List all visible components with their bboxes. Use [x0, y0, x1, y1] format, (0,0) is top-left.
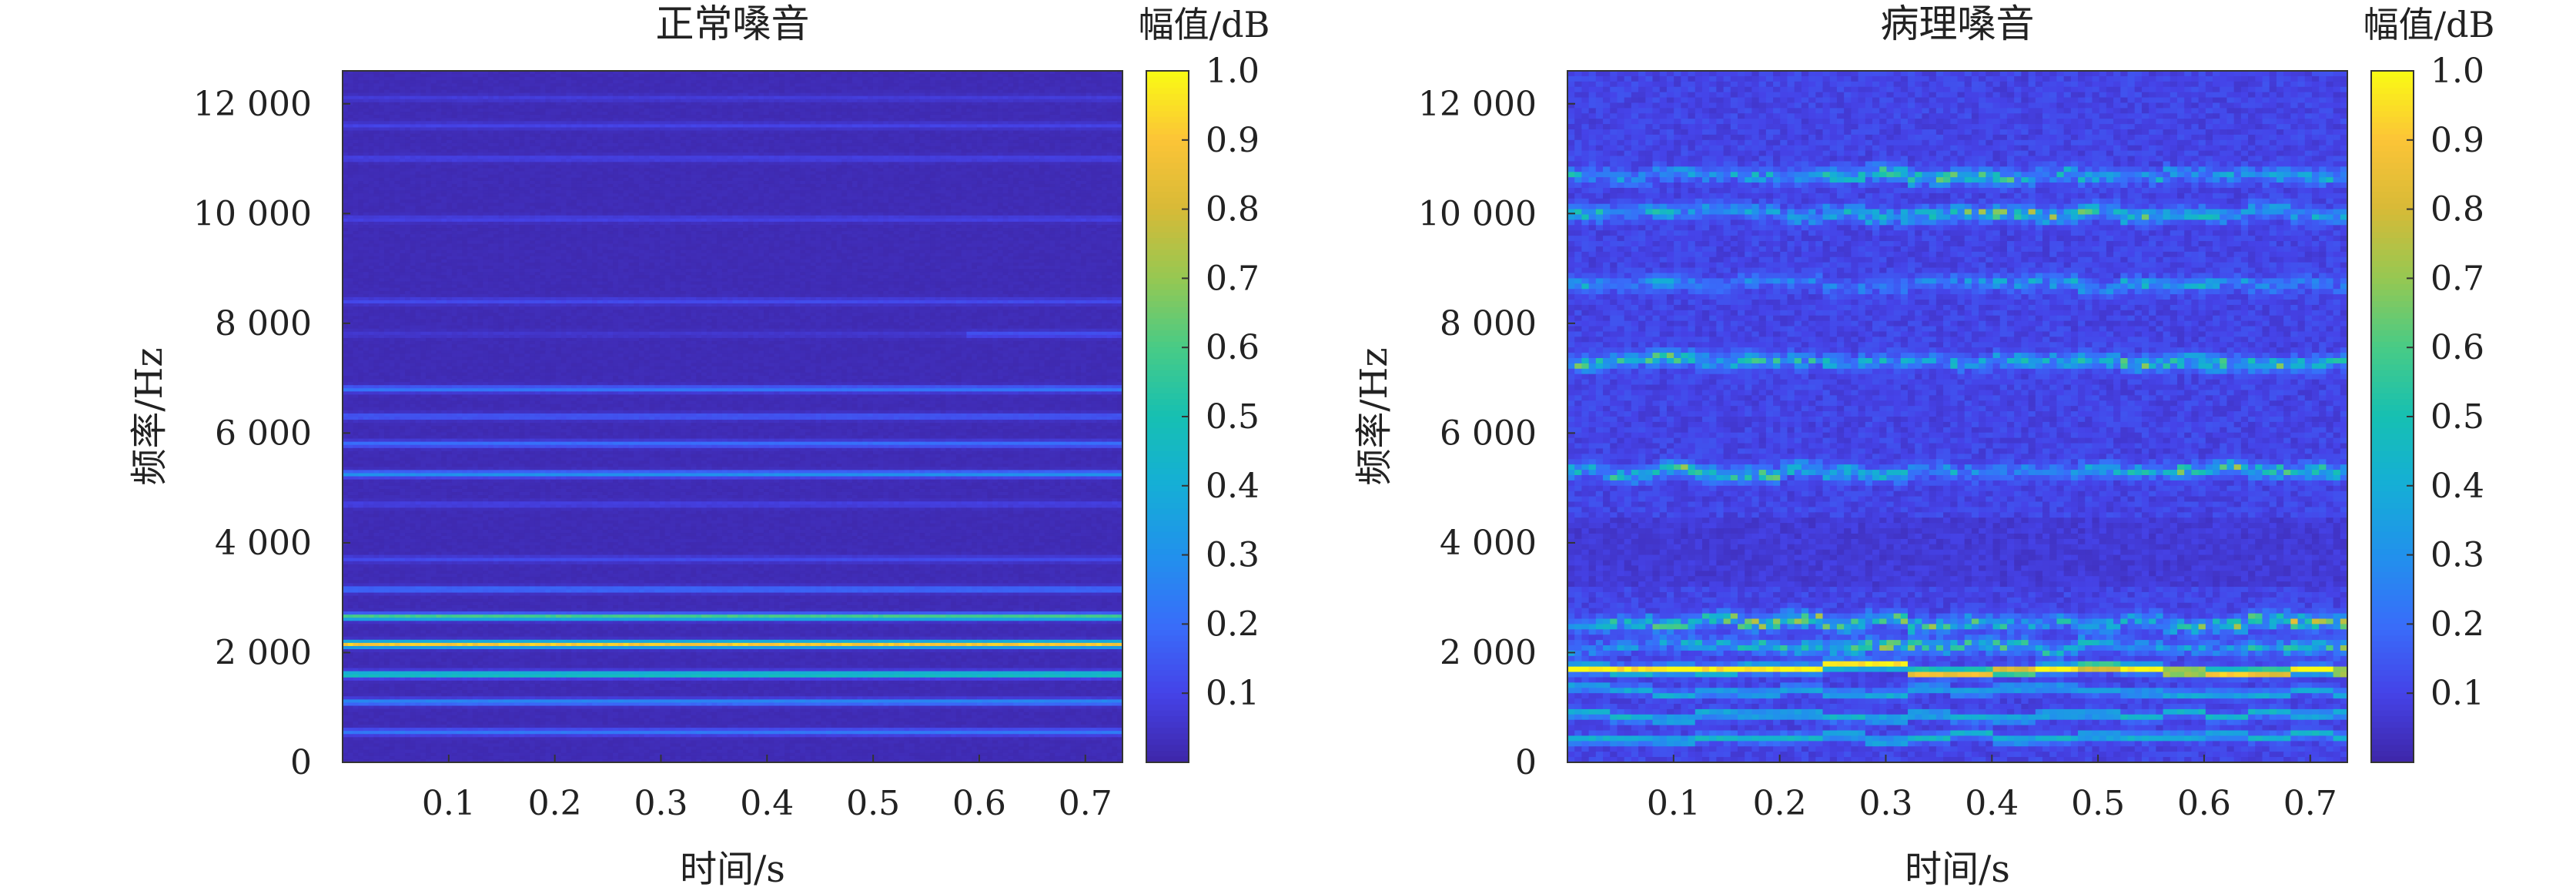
x-tick-label: 0.4	[1965, 784, 2019, 823]
y-tick-label: 2 000	[1440, 633, 1537, 672]
x-tick-label: 0.1	[1647, 784, 1701, 823]
y-tick-label: 2 000	[215, 633, 312, 672]
colorbar-tick-label: 0.4	[2430, 467, 2484, 506]
colorbar-tick-label: 0.5	[2430, 397, 2484, 437]
x-tick-label: 0.4	[740, 784, 794, 823]
colorbar-tick-label: 0.3	[2430, 536, 2484, 575]
colorbar: 0.1 0.2 0.3 0.4 0.5 0.6 0.7 0.8 0.9 1.0 幅值/dB	[2364, 4, 2495, 763]
x-tick-label: 0.7	[1059, 784, 1112, 823]
colorbar-tick-label: 0.4	[1206, 467, 1260, 506]
heatmap-cells	[343, 71, 1123, 763]
x-axis-label: 时间/s	[1905, 848, 2010, 890]
x-tick-label: 0.2	[1753, 784, 1807, 823]
panel-title: 正常嗓音	[656, 2, 810, 46]
colorbar-tick-label: 0.6	[2430, 328, 2484, 367]
colorbar: 0.1 0.2 0.3 0.4 0.5 0.6 0.7 0.8 0.9 1.0 幅值/dB	[1139, 4, 1270, 763]
colorbar-tick-label: 0.3	[1206, 536, 1260, 575]
y-tick-label: 8 000	[1440, 304, 1537, 343]
y-tick-label: 6 000	[215, 414, 312, 453]
colorbar-tick-label: 0.2	[1206, 604, 1260, 644]
colorbar-tick-label: 0.7	[1206, 259, 1260, 298]
figure: 0.1 0.2 0.3 0.4 0.5 0.6 0.7 0 2 000 4 000 6 000 8 0…	[0, 0, 2576, 890]
x-tick-label: 0.7	[2283, 784, 2337, 823]
panel-title: 病理嗓音	[1881, 2, 2035, 46]
y-tick-label: 10 000	[193, 194, 312, 233]
x-tick-label: 0.5	[846, 784, 900, 823]
x-tick-label: 0.3	[1858, 784, 1912, 823]
y-tick-label: 0	[1515, 743, 1537, 782]
y-axis-label: 频率/Hz	[1353, 347, 1396, 485]
colorbar-tick-label: 0.5	[1206, 397, 1260, 437]
colorbar-tick-label: 0.8	[2430, 190, 2484, 229]
spectrogram-panel-2: 0.1 0.2 0.3 0.4 0.5 0.6 0.7 0 2 000 4 000 6 000 8 0…	[1353, 2, 2494, 890]
spectrogram-figure: 0.1 0.2 0.3 0.4 0.5 0.6 0.7 0 2 000 4 000 6 000 8 0…	[0, 0, 2576, 890]
colorbar-tick-label: 0.6	[1206, 328, 1260, 367]
colorbar-tick-label: 0.9	[1206, 121, 1260, 160]
colorbar-tick-label: 1.0	[2430, 52, 2484, 91]
x-tick-label: 0.2	[528, 784, 582, 823]
y-tick-label: 12 000	[193, 85, 312, 124]
y-tick-label: 4 000	[1440, 524, 1537, 563]
x-tick-label: 0.6	[952, 784, 1006, 823]
colorbar-tick-label: 0.9	[2430, 121, 2484, 160]
colorbar-tick-label: 0.1	[1206, 674, 1260, 713]
colorbar-tick-label: 0.8	[1206, 190, 1260, 229]
colorbar-title: 幅值/dB	[2364, 4, 2495, 45]
colorbar-tick-label: 1.0	[1206, 52, 1260, 91]
x-axis-label: 时间/s	[680, 848, 785, 890]
x-tick-label: 0.6	[2177, 784, 2231, 823]
colorbar-title: 幅值/dB	[1139, 4, 1270, 45]
heatmap-cells	[1567, 71, 2348, 763]
colorbar-tick-label: 0.7	[2430, 259, 2484, 298]
y-tick-label: 10 000	[1418, 194, 1537, 233]
x-tick-label: 0.3	[634, 784, 687, 823]
y-tick-label: 6 000	[1440, 414, 1537, 453]
colorbar-tick-label: 0.1	[2430, 674, 2484, 713]
colorbar-tick-label: 0.2	[2430, 604, 2484, 644]
x-tick-label: 0.1	[422, 784, 476, 823]
y-tick-label: 4 000	[215, 524, 312, 563]
x-tick-label: 0.5	[2071, 784, 2125, 823]
y-tick-label: 8 000	[215, 304, 312, 343]
y-tick-label: 0	[290, 743, 312, 782]
spectrogram-panel-1: 0.1 0.2 0.3 0.4 0.5 0.6 0.7 0 2 000 4 000 6 000 8 0…	[128, 2, 1270, 890]
y-axis-label: 频率/Hz	[128, 347, 171, 485]
y-tick-label: 12 000	[1418, 85, 1537, 124]
